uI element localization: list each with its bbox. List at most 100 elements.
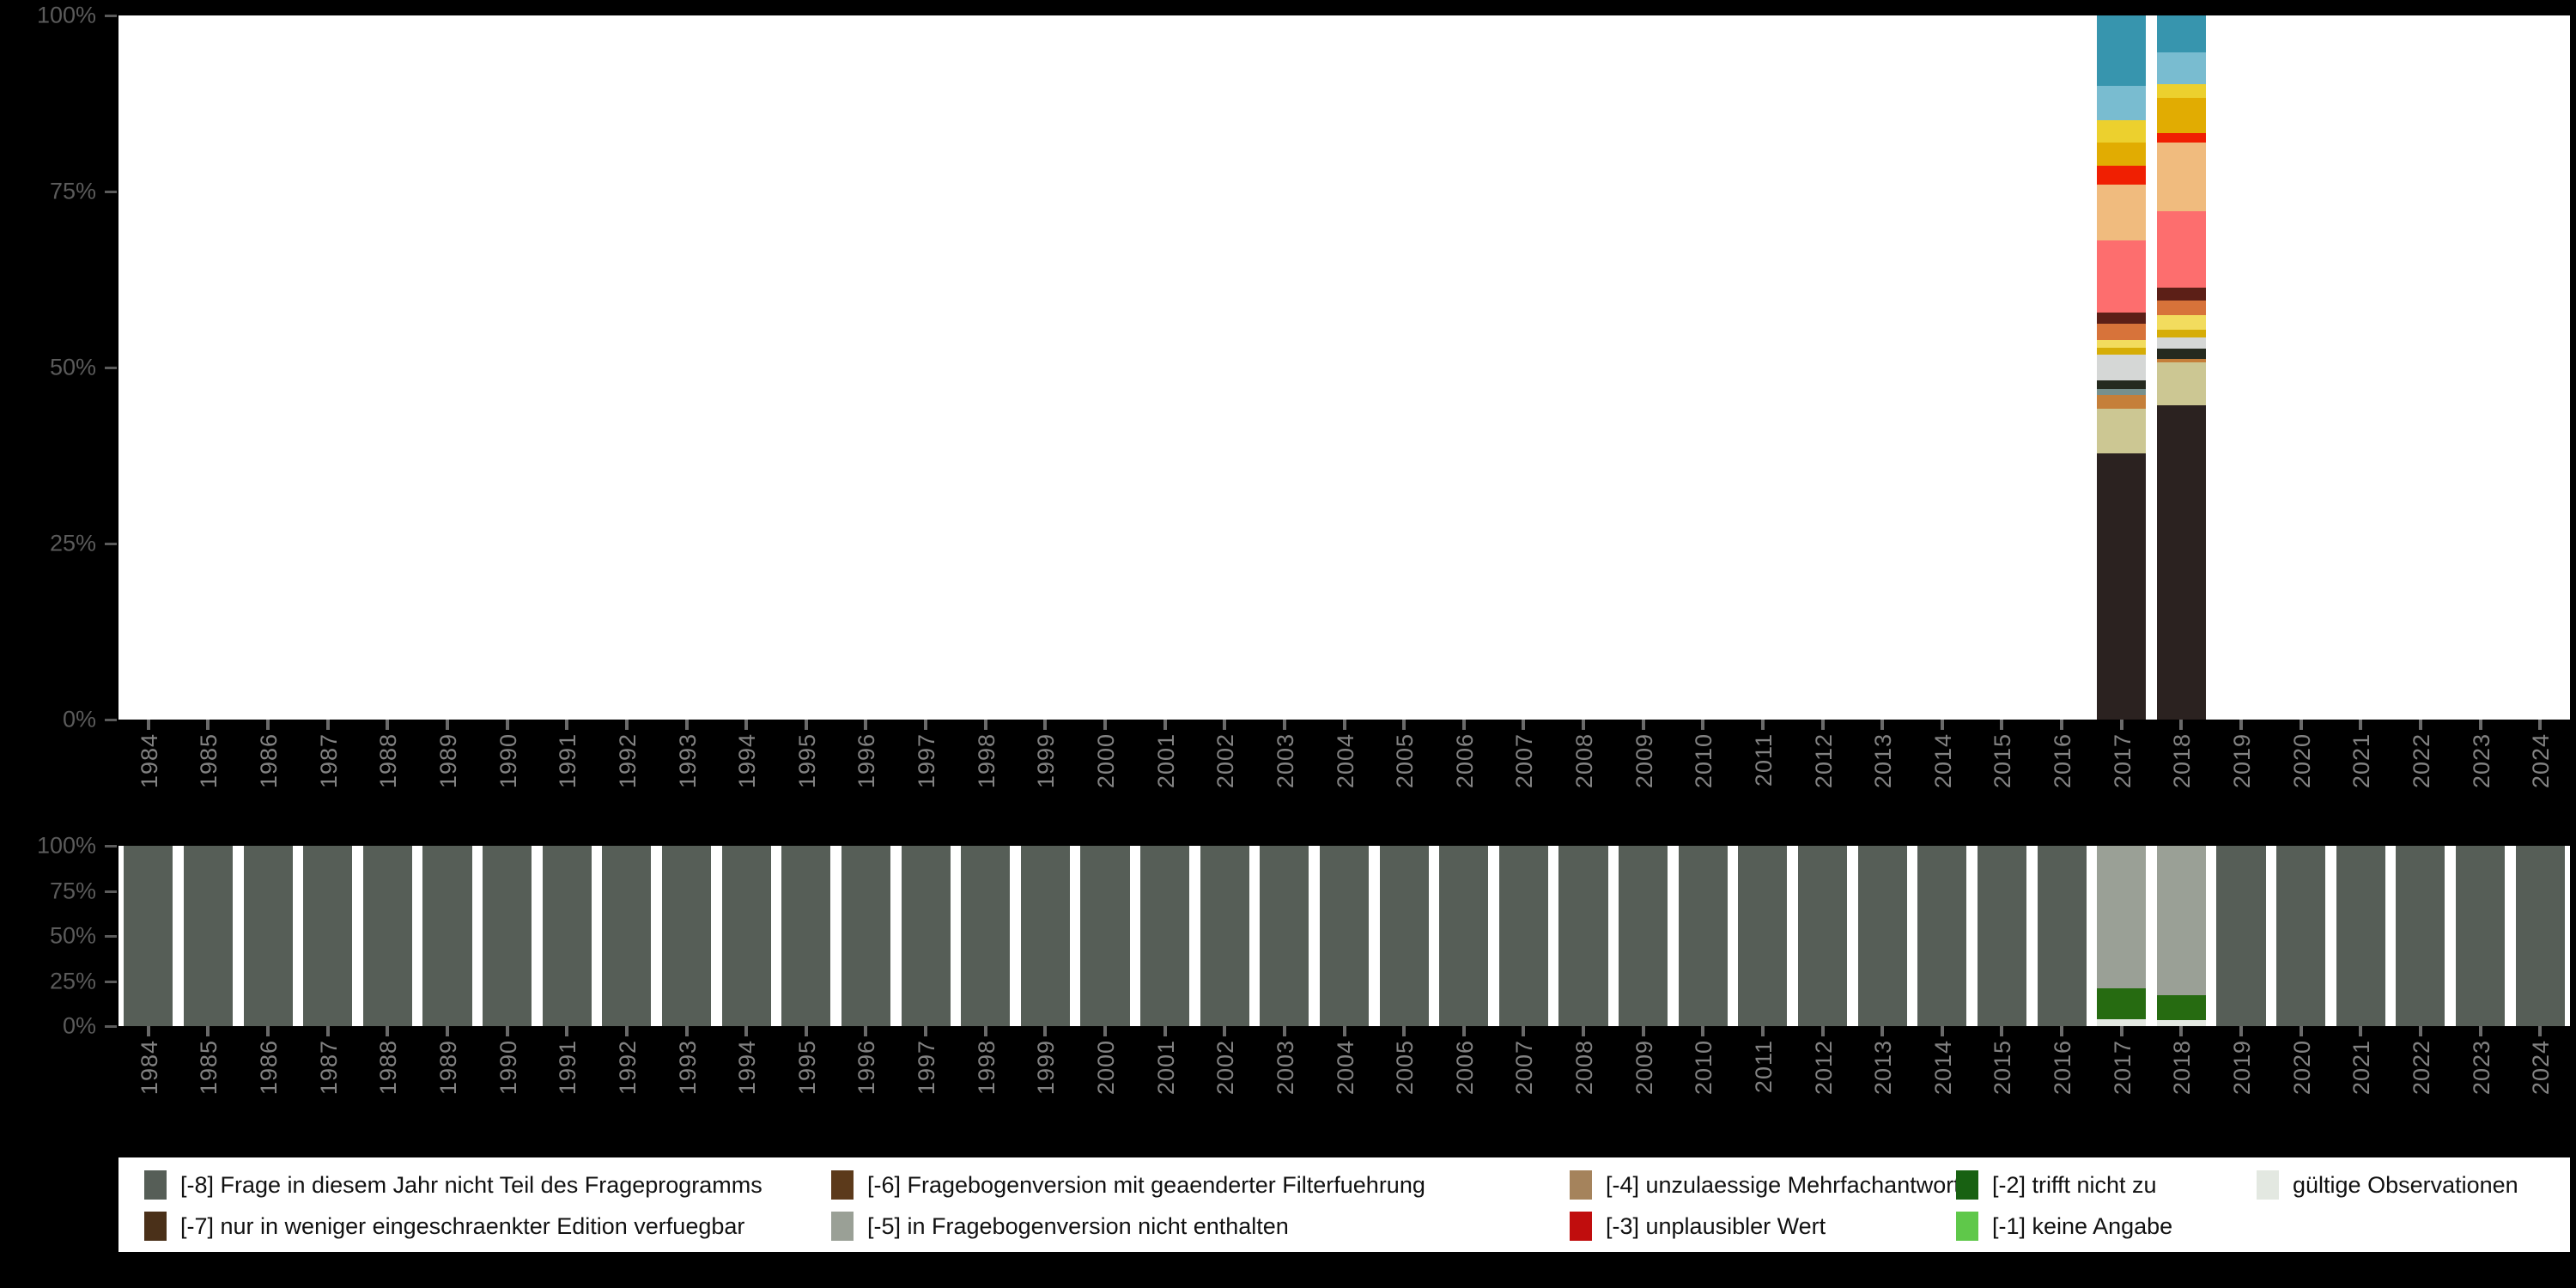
legend-label: [-1] keine Angabe [1992,1212,2173,1239]
legend-swatch-icon [1956,1212,1978,1241]
legend-swatch-icon [144,1212,167,1241]
overview-bar-1988[interactable] [362,846,412,1026]
stacked-bar-2017[interactable] [2097,15,2147,720]
overview-bar-2010[interactable] [1678,846,1728,1026]
overview-bar-1987[interactable] [303,846,353,1026]
overview-bar-1992[interactable] [602,846,652,1026]
overview-bar-1991[interactable] [542,846,592,1026]
overview-bar-2011[interactable] [1738,846,1788,1026]
overview-bar-1989[interactable] [422,846,472,1026]
overview-bar-2004[interactable] [1319,846,1370,1026]
overview-bar-2024[interactable] [2515,846,2565,1026]
overview-bar-2021[interactable] [2336,846,2385,1026]
bottom-x-tick-mark [2000,1026,2004,1036]
overview-bar-2003[interactable] [1260,846,1309,1026]
overview-bar-2017[interactable] [2097,846,2147,1026]
overview-segment [2097,846,2147,988]
overview-bar-1986[interactable] [243,846,293,1026]
stacked-bar-2018[interactable] [2156,15,2206,720]
legend-item[interactable]: [-8] Frage in diesem Jahr nicht Teil des… [144,1164,762,1206]
legend-label: [-8] Frage in diesem Jahr nicht Teil des… [180,1171,762,1198]
overview-bar-2020[interactable] [2276,846,2326,1026]
overview-bar-2000[interactable] [1080,846,1130,1026]
bottom-x-tick-label-2012: 2012 [1810,1040,1837,1096]
overview-bar-2022[interactable] [2396,846,2445,1026]
top-x-tick-label-2020: 2020 [2288,733,2315,789]
overview-segment [1738,846,1788,1026]
overview-segment [1917,846,1967,1026]
overview-bar-2018[interactable] [2156,846,2206,1026]
bar-segment [2097,409,2147,454]
overview-bar-2014[interactable] [1917,846,1967,1026]
overview-bar-1995[interactable] [781,846,831,1026]
overview-bar-2013[interactable] [1857,846,1907,1026]
legend-item[interactable]: [-6] Fragebogenversion mit geaenderter F… [831,1164,1425,1206]
overview-bar-2012[interactable] [1798,846,1848,1026]
overview-bar-2002[interactable] [1200,846,1249,1026]
overview-bar-2009[interactable] [1619,846,1668,1026]
overview-segment [2336,846,2385,1026]
bottom-x-tick-mark [445,1026,449,1036]
top-y-tick-mark [105,719,117,721]
bar-segment [2097,389,2147,395]
top-x-tick-label-1991: 1991 [555,733,581,789]
overview-bar-2008[interactable] [1558,846,1608,1026]
bar-segment [2156,315,2206,330]
bottom-x-tick-mark [1641,1026,1645,1036]
bar-segment [2097,340,2147,349]
overview-bar-1997[interactable] [901,846,951,1026]
overview-bar-1984[interactable] [124,846,173,1026]
top-x-tick-label-1994: 1994 [734,733,761,789]
overview-bar-2006[interactable] [1439,846,1489,1026]
top-x-tick-mark [1163,720,1167,730]
top-x-tick-mark [1103,720,1107,730]
bottom-x-tick-mark [1282,1026,1286,1036]
overview-bar-1996[interactable] [841,846,890,1026]
top-plot-area [118,15,2570,720]
overview-bar-1990[interactable] [483,846,532,1026]
top-x-tick-mark [1223,720,1227,730]
top-x-tick-mark [624,720,629,730]
legend-item[interactable]: [-2] trifft nicht zu [1956,1164,2157,1206]
top-x-tick-label-2006: 2006 [1451,733,1478,789]
top-x-tick-mark [2478,720,2482,730]
overview-bar-2015[interactable] [1977,846,2027,1026]
overview-bar-1998[interactable] [961,846,1011,1026]
overview-bar-1993[interactable] [661,846,712,1026]
overview-bar-2019[interactable] [2216,846,2266,1026]
top-y-tick-label: 50% [49,354,96,380]
overview-bar-2005[interactable] [1379,846,1429,1026]
bottom-x-tick-mark [2119,1026,2123,1036]
overview-segment [721,846,771,1026]
legend-item[interactable]: [-7] nur in weniger eingeschraenkter Edi… [144,1206,744,1247]
top-x-tick-label-1989: 1989 [434,733,461,789]
top-x-tick-label-2002: 2002 [1212,733,1239,789]
overview-bar-2007[interactable] [1498,846,1548,1026]
overview-bar-1999[interactable] [1020,846,1070,1026]
legend-item[interactable]: [-1] keine Angabe [1956,1206,2172,1247]
bottom-y-tick-mark [105,845,117,848]
overview-segment [124,846,173,1026]
top-x-tick-label-2021: 2021 [2348,733,2375,789]
legend-item[interactable]: [-4] unzulaessige Mehrfachantwort [1570,1164,1960,1206]
top-x-tick-label-2015: 2015 [1990,733,2016,789]
top-x-tick-label-2007: 2007 [1511,733,1538,789]
top-x-tick-label-2016: 2016 [2050,733,2076,789]
overview-bar-1985[interactable] [183,846,233,1026]
bottom-x-tick-label-1988: 1988 [375,1040,402,1096]
top-x-tick-label-2018: 2018 [2169,733,2196,789]
top-x-tick-mark [206,720,210,730]
legend-item[interactable]: [-5] in Fragebogenversion nicht enthalte… [831,1206,1289,1247]
overview-bar-2001[interactable] [1140,846,1190,1026]
bottom-x-tick-label-2008: 2008 [1571,1040,1598,1096]
legend-item[interactable]: [-3] unplausibler Wert [1570,1206,1826,1247]
bottom-x-tick-label-1997: 1997 [914,1040,940,1096]
overview-bar-2016[interactable] [2037,846,2087,1026]
overview-segment [1200,846,1249,1026]
legend-label: [-6] Fragebogenversion mit geaenderter F… [867,1171,1425,1198]
overview-bar-2023[interactable] [2455,846,2506,1026]
bottom-x-tick-label-2003: 2003 [1272,1040,1298,1096]
top-x-tick-mark [1522,720,1526,730]
overview-bar-1994[interactable] [721,846,771,1026]
legend-item[interactable]: gültige Observationen [2257,1164,2518,1206]
